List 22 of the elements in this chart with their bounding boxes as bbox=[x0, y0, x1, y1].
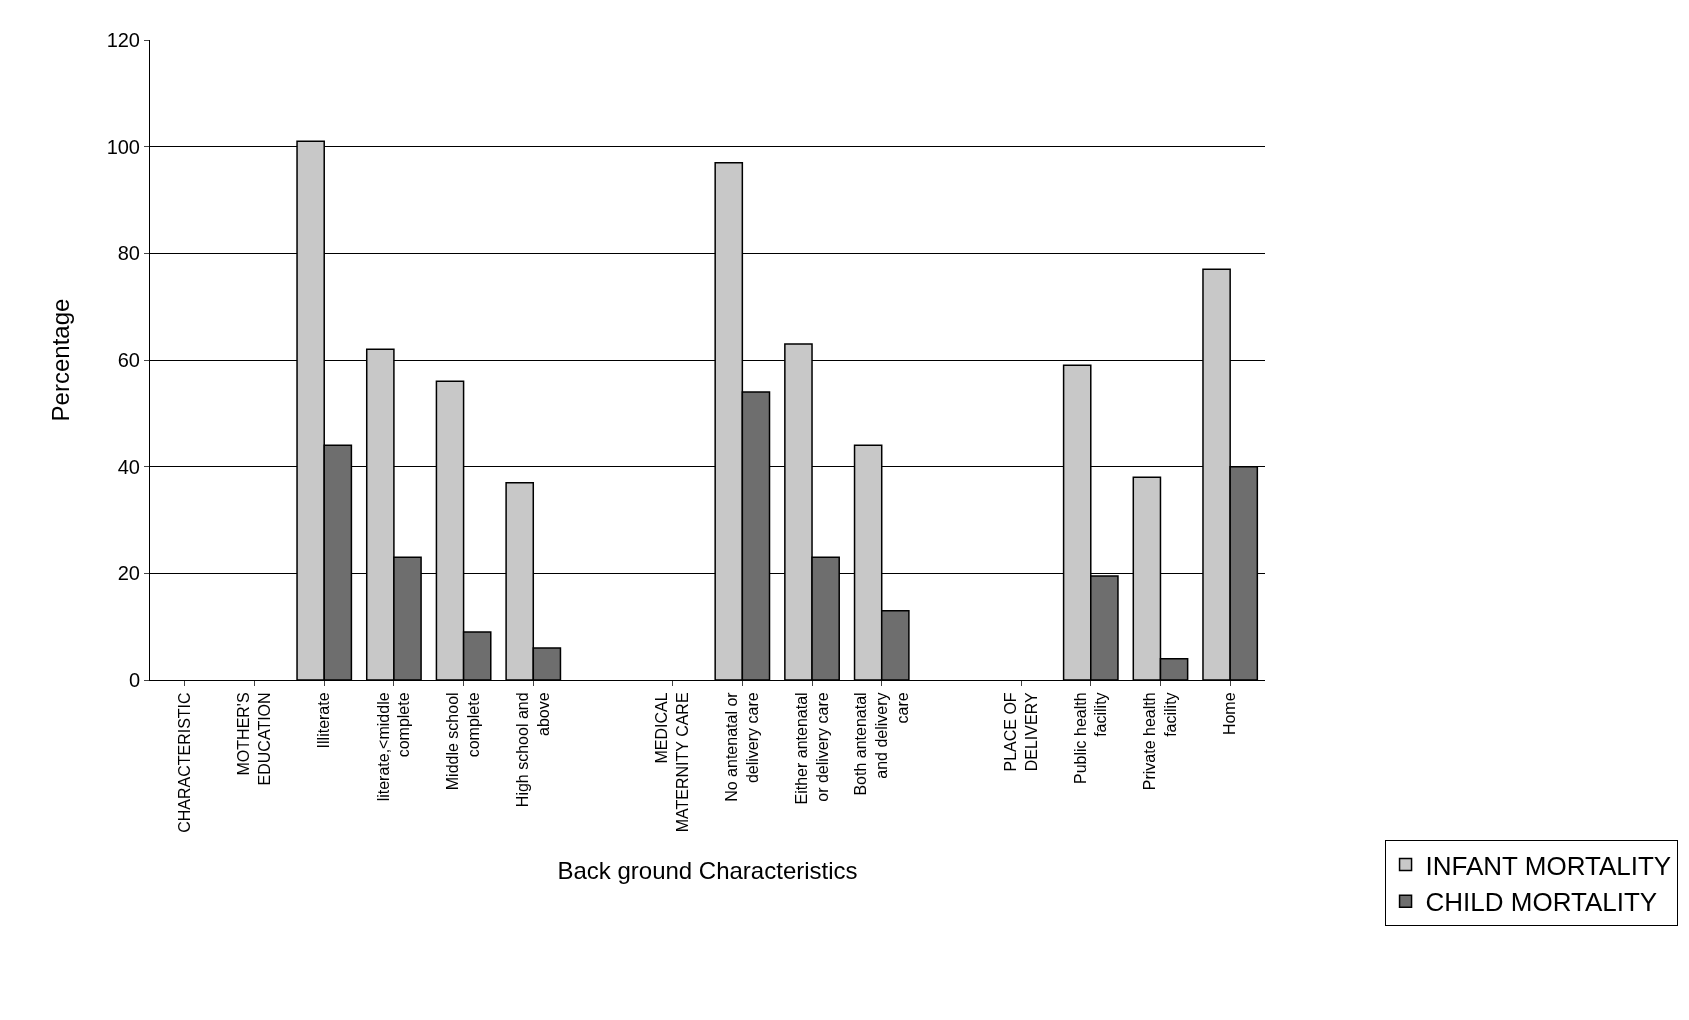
x-tick-label: Private health facility bbox=[1141, 692, 1180, 791]
x-tick-label: literate,<middle complete bbox=[374, 692, 413, 802]
legend-label: CHILD MORTALITY bbox=[1425, 887, 1658, 918]
x-tick-label: Illiterate bbox=[315, 692, 333, 749]
y-tick-label: 40 bbox=[117, 455, 140, 478]
x-tick-label: CHARACTERISTIC bbox=[176, 692, 194, 833]
y-tick-label: 20 bbox=[117, 562, 140, 585]
x-tick-label: No antenatal or delivery care bbox=[723, 691, 761, 802]
x-tick-label: Public health facility bbox=[1071, 692, 1110, 785]
x-tick-label: PLACE OF DELIVERY bbox=[1001, 692, 1040, 772]
y-tick-label: 60 bbox=[117, 349, 140, 371]
x-axis-title: Back ground Characteristics bbox=[557, 857, 858, 885]
y-tick-label: 100 bbox=[106, 135, 140, 158]
x-tick-label: High school and above bbox=[514, 692, 552, 808]
x-tick-label: Home bbox=[1221, 692, 1239, 736]
x-tick-label: MOTHER'S EDUCATION bbox=[235, 692, 274, 786]
y-axis-title: Percentage bbox=[46, 298, 74, 422]
y-tick-label: 120 bbox=[106, 29, 140, 51]
y-tick-label: 80 bbox=[117, 242, 140, 265]
y-tick-label: 0 bbox=[128, 669, 140, 691]
x-tick-label: Both antenatal and delivery care bbox=[852, 692, 911, 796]
legend-label: INFANT MORTALITY bbox=[1425, 850, 1672, 881]
